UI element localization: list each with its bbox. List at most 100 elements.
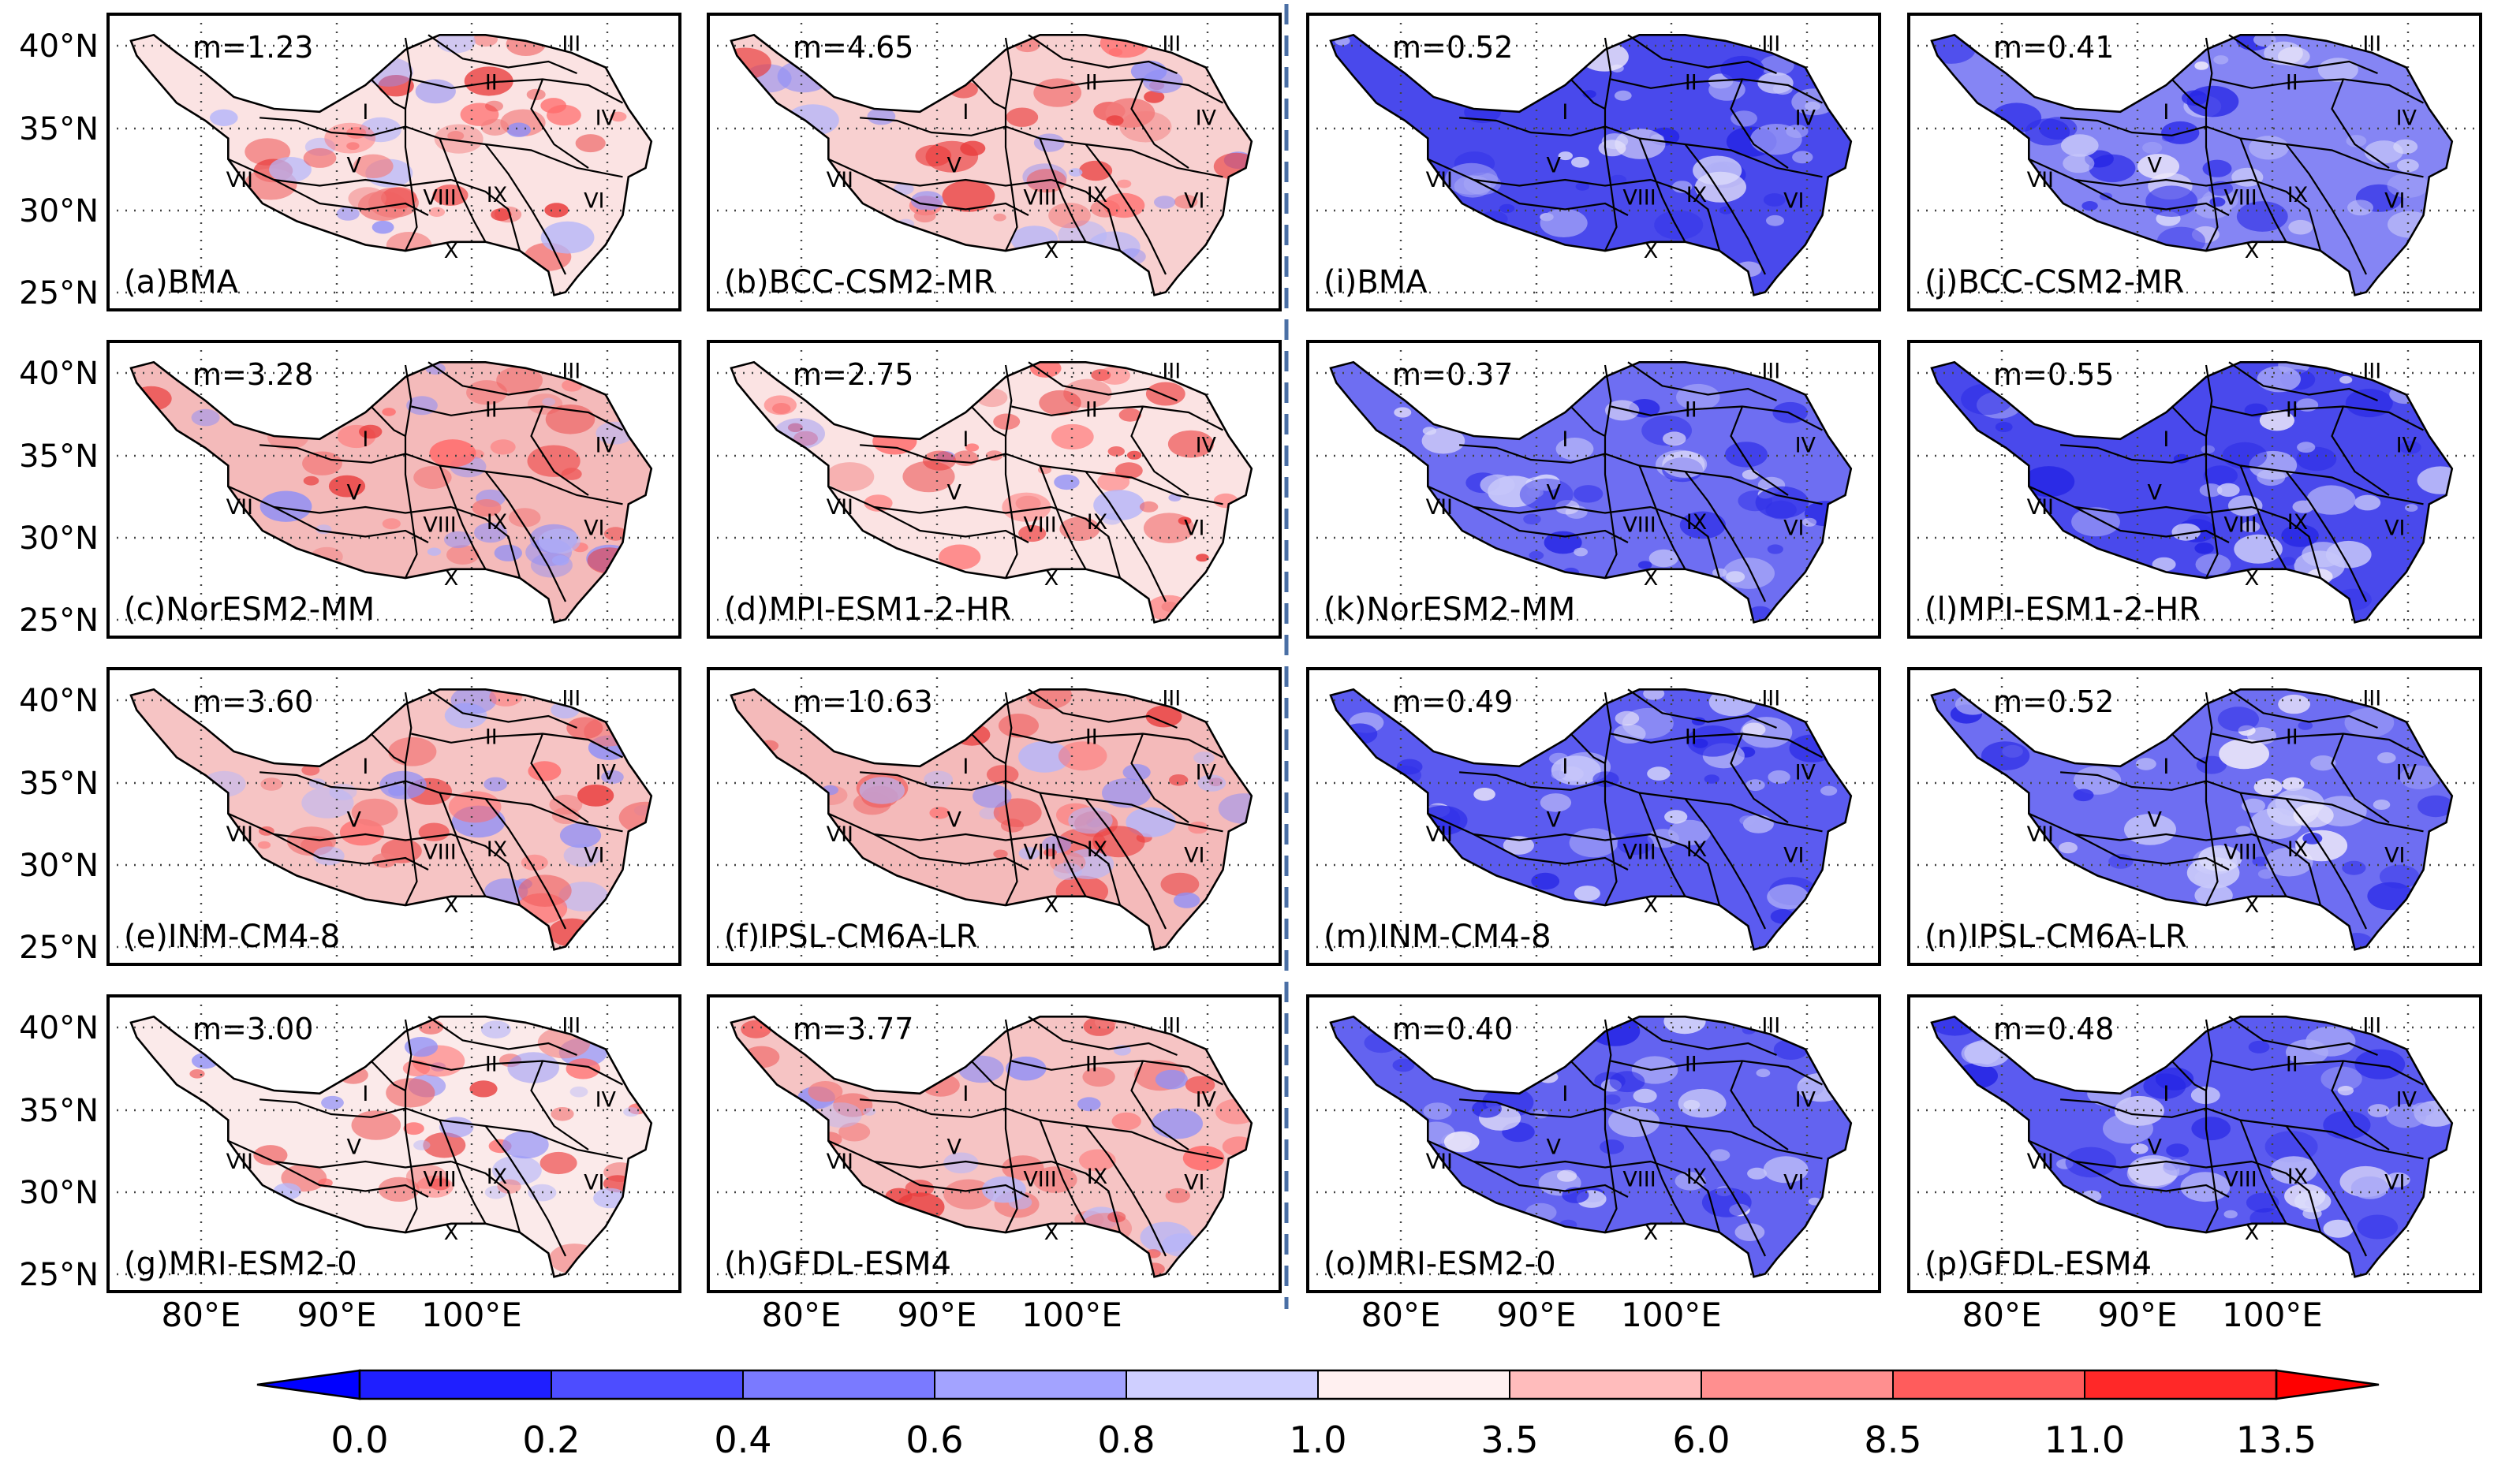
region-boundary (1627, 1016, 1777, 1057)
region-label: II (485, 397, 498, 422)
region-label: III (562, 360, 581, 384)
region-label: VIII (2223, 186, 2257, 211)
region-boundary (1627, 688, 1777, 729)
plateau-outline (730, 688, 1253, 951)
region-boundary (2212, 78, 2425, 104)
region-boundary (1650, 1160, 1721, 1233)
mean-value: m=0.55 (1993, 357, 2114, 392)
latitude-label: 40°N (19, 683, 99, 719)
panel-frame (1306, 994, 1881, 1293)
region-boundary (1650, 833, 1721, 906)
region-label: VI (584, 1170, 604, 1195)
region-boundary (1427, 812, 1652, 841)
region-boundary (259, 117, 623, 178)
region-label: IV (1795, 433, 1816, 457)
colorbar-segment (360, 1370, 551, 1399)
region-boundary (1638, 138, 1686, 243)
panel-frame (106, 667, 681, 966)
region-label: IV (595, 106, 617, 130)
region-boundary (273, 833, 429, 871)
region-boundary (2074, 833, 2230, 871)
region-label: II (485, 1052, 498, 1076)
region-label: VI (1184, 516, 1204, 540)
region-boundary (2285, 798, 2367, 930)
region-boundary (2074, 1161, 2230, 1198)
region-boundary (1039, 138, 1087, 243)
region-label: IV (2396, 760, 2417, 785)
colorbar-segment (743, 1370, 935, 1399)
mean-value: m=3.00 (192, 1012, 313, 1046)
region-label: X (1644, 239, 1659, 263)
latitude-label: 30°N (19, 193, 99, 229)
region-boundary (1004, 364, 1018, 579)
region-label: VI (2384, 188, 2405, 213)
region-boundary (2331, 1061, 2390, 1150)
region-label: VIII (423, 513, 456, 538)
region-boundary (1085, 144, 1167, 275)
panel-frame (106, 13, 681, 311)
region-boundary (2205, 692, 2219, 906)
region-boundary (1684, 471, 1766, 602)
region-boundary (1427, 485, 1652, 514)
region-label: IX (487, 1165, 507, 1189)
panel-label: (f)IPSL-CM6A-LR (724, 919, 978, 955)
region-boundary (1570, 733, 1606, 764)
region-boundary (2239, 792, 2287, 897)
region-boundary (1730, 1061, 1789, 1150)
region-label: VII (226, 168, 253, 192)
panel-label: (n)IPSL-CM6A-LR (1925, 919, 2187, 955)
graticule (1909, 341, 2481, 637)
region-label: III (562, 1014, 581, 1038)
mean-value: m=0.37 (1392, 357, 1513, 392)
region-label: III (1162, 32, 1181, 57)
region-label: I (2163, 100, 2169, 125)
region-boundary (1028, 361, 1178, 402)
region-label: II (1085, 725, 1098, 749)
region-label: III (2362, 32, 2381, 57)
region-label: VIII (1622, 1168, 1656, 1192)
region-boundary (827, 485, 1052, 514)
region-boundary (1459, 1098, 1823, 1160)
region-label: VI (584, 516, 604, 540)
colorbar-max-extension (2275, 1369, 2380, 1400)
region-boundary (227, 485, 452, 514)
panel-frame (1907, 13, 2482, 311)
region-label: IV (2396, 106, 2417, 130)
colorbar-segment (1510, 1370, 1701, 1399)
colorbar-tick-label: 1.0 (1289, 1419, 1346, 1461)
graticule (1308, 341, 1880, 637)
region-boundary (2074, 506, 2230, 543)
region-boundary (2060, 1098, 2424, 1160)
region-boundary (970, 78, 1006, 110)
region-label: VIII (2223, 841, 2257, 865)
region-label: I (962, 427, 969, 452)
longitude-label: 90°E (2098, 1296, 2178, 1334)
region-boundary (1627, 361, 1777, 402)
region-label: III (1761, 32, 1780, 57)
region-boundary (1004, 692, 1018, 906)
region-boundary (370, 1060, 406, 1091)
region-boundary (2060, 771, 2424, 833)
colorbar-tick-label: 0.6 (905, 1419, 963, 1461)
region-label: VI (2384, 516, 2405, 540)
region-boundary (530, 733, 589, 823)
region-boundary (439, 792, 487, 897)
colorbar-segment (551, 1370, 743, 1399)
region-label: IX (1686, 510, 1707, 535)
graticule (1909, 669, 2481, 964)
longitude-label: 90°E (297, 1296, 377, 1334)
longitude-label: 80°E (1361, 1296, 1441, 1334)
region-boundary (411, 1060, 624, 1086)
longitude-label: 100°E (1621, 1296, 1722, 1334)
panel-label: (i)BMA (1324, 264, 1428, 300)
region-label: VI (1783, 188, 1804, 213)
colorbar-segment (1701, 1370, 1893, 1399)
region-label: VII (827, 168, 853, 192)
region-label: VI (1783, 1170, 1804, 1195)
